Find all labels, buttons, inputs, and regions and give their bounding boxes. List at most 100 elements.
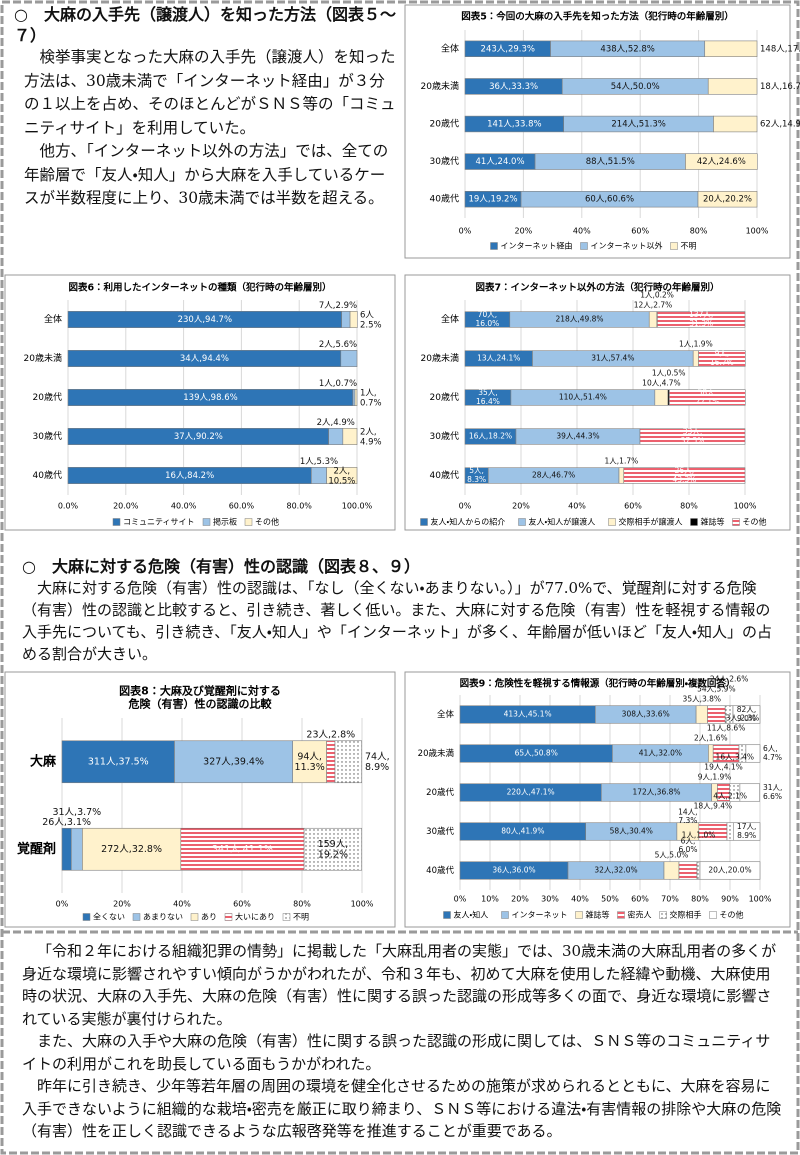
value-label: 9人,1.9% xyxy=(698,773,732,782)
value-label: 32人,32.0% xyxy=(594,866,637,875)
bar-segment xyxy=(707,705,726,724)
value-label: 1人,0.2% xyxy=(640,291,674,300)
value-label: 1人,1.9% xyxy=(679,340,713,349)
value-label: 218人,49.8% xyxy=(556,315,604,324)
x-tick-label: 60% xyxy=(624,502,642,511)
value-label: 12人,2.7% xyxy=(634,301,672,310)
legend-swatch xyxy=(709,911,717,919)
legend-swatch xyxy=(244,518,253,526)
paragraph: 検挙事実となった大麻の入手先（譲渡人）を知った方法は、30歳未満で「インターネッ… xyxy=(24,48,396,137)
bar-segment xyxy=(696,861,701,880)
bar-segment xyxy=(745,744,761,763)
x-tick-label: 40% xyxy=(571,895,589,904)
x-tick-label: 40% xyxy=(573,227,591,236)
x-tick-label: 100% xyxy=(749,895,772,904)
value-label: 14人, 7.3% xyxy=(678,807,697,825)
bar-segment xyxy=(648,311,658,328)
value-label: 28人,46.7% xyxy=(532,471,575,480)
bar-segment xyxy=(352,389,356,406)
legend-swatch xyxy=(608,518,616,526)
bar-segment xyxy=(71,827,83,871)
legend-label: その他 xyxy=(255,517,279,527)
bar-segment xyxy=(623,467,746,484)
bar-segment xyxy=(354,389,358,406)
paragraph: また、大麻の入手や大麻の危険（有害）性に関する誤った認識の形成に関しては、ＳＮＳ… xyxy=(22,1032,771,1073)
chart-title: 図表6：利用したインターネットの種類（犯行時の年齢層別） xyxy=(68,282,331,294)
value-label: 2人,4.9% xyxy=(317,418,355,428)
bar-segment xyxy=(708,744,714,763)
value-label: 1人,0.7% xyxy=(360,388,382,408)
value-label: 20人,20.2% xyxy=(703,195,752,205)
value-label: 80人,41.9% xyxy=(501,827,544,836)
value-label: 3人,2.3% xyxy=(726,714,760,723)
bar-segment xyxy=(692,350,699,367)
value-label: 148人,17.9% xyxy=(760,44,800,54)
legend-swatch xyxy=(132,913,141,921)
x-tick-label: 0% xyxy=(459,227,472,236)
value-label: 24人,2.6% xyxy=(710,675,748,684)
legend-swatch xyxy=(224,913,233,921)
value-label: 7人,2.9% xyxy=(319,301,357,311)
x-tick-label: 80% xyxy=(691,895,709,904)
legend-label: 友人・知人が譲渡人 xyxy=(529,517,596,527)
value-label: 220人,47.1% xyxy=(507,788,555,797)
y-tick-label: 20歳未満 xyxy=(421,80,459,92)
legend-label: コミュニティサイト xyxy=(123,518,195,527)
y-tick-label: 40歳代 xyxy=(33,469,62,481)
y-tick-label: 20歳未満 xyxy=(24,352,62,364)
legend-swatch xyxy=(282,913,291,921)
x-tick-label: 80.0% xyxy=(286,502,312,511)
bar-segment xyxy=(340,350,358,367)
x-tick-label: 80% xyxy=(690,227,708,236)
bar-segment xyxy=(180,827,305,871)
bar-segment xyxy=(342,428,358,445)
chart-frame xyxy=(4,671,396,928)
legend-swatch xyxy=(490,242,498,250)
value-label: 243人,29.3% xyxy=(481,44,535,54)
value-label: 5人,5.0% xyxy=(655,851,689,860)
value-label: 34人,94.4% xyxy=(180,354,229,364)
x-tick-label: 60.0% xyxy=(229,502,255,511)
value-label: 9人, 16.7% xyxy=(710,349,734,367)
legend-swatch xyxy=(443,911,451,919)
value-label: 6人, 6.0% xyxy=(678,836,697,854)
legend-swatch xyxy=(420,518,428,526)
legend-swatch xyxy=(518,518,526,526)
legend-label: あり xyxy=(201,913,217,922)
bar-segment xyxy=(618,467,625,484)
y-tick-label: 30歳代 xyxy=(430,155,459,167)
bar-segment xyxy=(685,153,758,170)
legend-swatch xyxy=(690,518,698,526)
legend-swatch xyxy=(617,911,625,919)
value-label: 19人,4.1% xyxy=(704,763,742,772)
y-tick-label: 20歳未満 xyxy=(418,748,455,759)
value-label: 16人,3.4% xyxy=(716,753,754,762)
bar-segment xyxy=(663,861,680,880)
bar-segment xyxy=(695,705,708,724)
y-tick-label: 全体 xyxy=(441,42,459,54)
y-tick-label: 全体 xyxy=(437,709,455,720)
legend-swatch xyxy=(670,242,678,250)
value-label: 17人, 8.9% xyxy=(737,822,756,840)
chart-title: 図表5：今回の大麻の入手先を知った方法（犯行時の年齢層別） xyxy=(461,11,734,23)
value-label: 18人,9.4% xyxy=(694,802,732,811)
bar-segment xyxy=(326,467,358,484)
value-label: 1人,1.7% xyxy=(605,457,639,466)
legend-swatch xyxy=(112,518,121,526)
bar-segment xyxy=(713,115,758,133)
value-label: 16人,18.2% xyxy=(469,432,512,441)
bar-segment xyxy=(699,861,761,880)
value-label: 60人,60.6% xyxy=(585,195,634,205)
x-tick-label: 100% xyxy=(351,900,374,909)
value-label: 41人,24.0% xyxy=(476,157,525,167)
legend-swatch xyxy=(575,911,583,919)
value-label: 413人,45.1% xyxy=(504,710,552,719)
value-label: 18人,16.7% xyxy=(760,82,800,92)
legend-label: 友人・知人 xyxy=(454,910,489,920)
y-tick-label: 20歳代 xyxy=(430,391,459,403)
bar-segment xyxy=(303,827,363,871)
bar-segment xyxy=(639,428,746,445)
chart-title: 図表8：大麻及び覚醒剤に対する危険（有害）性の認識の比較 xyxy=(119,684,281,711)
legend-label: 大いにあり xyxy=(235,912,275,922)
